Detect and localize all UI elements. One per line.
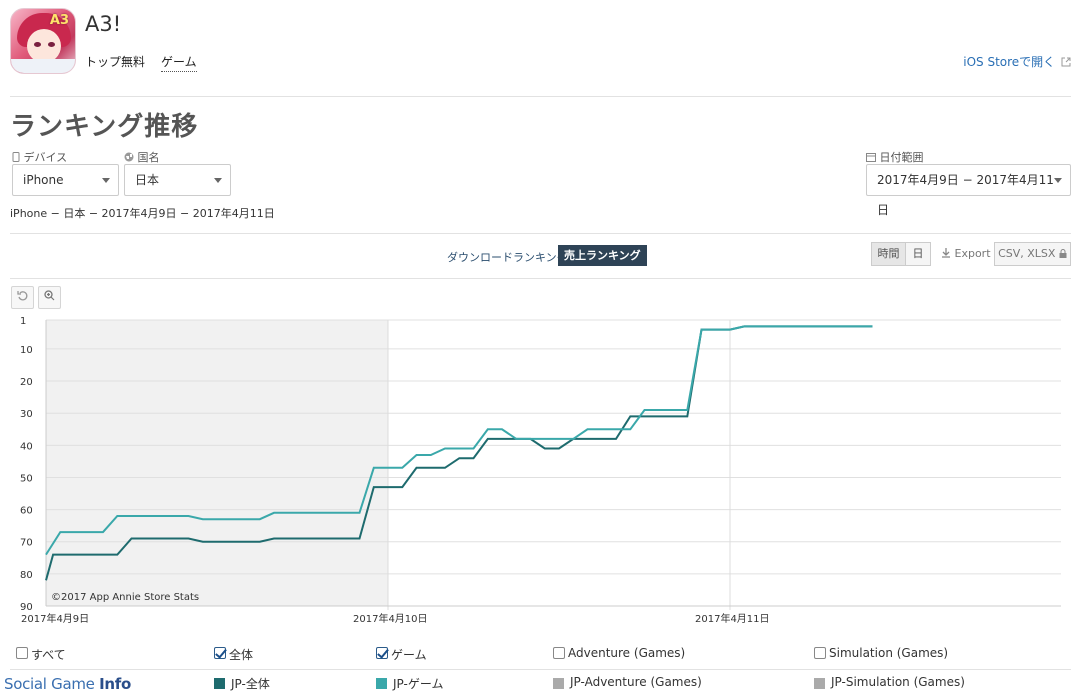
legend-divider bbox=[10, 669, 1071, 670]
legend-label[interactable]: JP-Simulation (Games) bbox=[831, 675, 965, 689]
checkbox-adventure-label: Adventure (Games) bbox=[568, 646, 686, 660]
phone-icon bbox=[12, 152, 20, 162]
checkbox-all-label: すべて bbox=[31, 648, 66, 662]
checkbox-games[interactable] bbox=[376, 647, 388, 659]
y-tick-label: 70 bbox=[20, 538, 33, 549]
x-tick-label: 2017年4月10日 bbox=[353, 612, 428, 625]
watermark-logo: Social Game Info bbox=[4, 675, 131, 693]
download-icon bbox=[942, 248, 950, 258]
y-tick-label: 10 bbox=[20, 345, 33, 356]
date-range-label: 日付範囲 bbox=[866, 149, 924, 165]
checkbox-simulation[interactable] bbox=[814, 647, 826, 659]
reset-zoom-button[interactable] bbox=[11, 286, 34, 309]
app-icon-badge: A3 bbox=[49, 13, 69, 28]
country-label: 国名 bbox=[124, 149, 160, 165]
link-top-free[interactable]: トップ無料 bbox=[85, 55, 146, 69]
external-link-icon bbox=[1061, 57, 1071, 67]
legend-swatch[interactable] bbox=[814, 678, 825, 689]
tab-revenue-ranking[interactable]: 売上ランキング bbox=[558, 245, 647, 266]
device-select-value: iPhone bbox=[23, 173, 64, 187]
link-game-category[interactable]: ゲーム bbox=[161, 53, 197, 72]
ios-store-link-label: iOS Storeで開く bbox=[963, 55, 1056, 69]
y-tick-label: 30 bbox=[20, 409, 33, 420]
chevron-down-icon bbox=[102, 178, 110, 183]
date-range-value: 2017年4月9日 − 2017年4月11日 bbox=[877, 173, 1054, 217]
x-tick-label: 2017年4月9日 bbox=[21, 612, 89, 625]
x-tick-label: 2017年4月11日 bbox=[695, 612, 770, 625]
legend-swatch[interactable] bbox=[214, 678, 225, 689]
y-tick-label: 90 bbox=[20, 602, 33, 613]
reset-icon bbox=[17, 291, 28, 301]
legend-swatch[interactable] bbox=[553, 678, 564, 689]
app-icon: A3 bbox=[10, 8, 76, 74]
csv-xlsx-label: CSV, XLSX bbox=[998, 247, 1056, 260]
legend-swatch[interactable] bbox=[376, 678, 387, 689]
y-tick-label: 80 bbox=[20, 570, 33, 581]
tab-download-ranking[interactable]: ダウンロードランキング bbox=[447, 251, 568, 264]
globe-icon bbox=[124, 152, 134, 162]
y-tick-label: 1 bbox=[20, 316, 26, 327]
lock-icon bbox=[1059, 249, 1067, 258]
legend-label[interactable]: JP-ゲーム bbox=[393, 677, 444, 691]
header-divider bbox=[10, 96, 1071, 97]
zoom-button[interactable] bbox=[38, 286, 61, 309]
series-line-jp-overall bbox=[45, 325, 873, 581]
calendar-icon bbox=[866, 153, 876, 162]
ranking-tabs-bar bbox=[10, 233, 1071, 279]
filter-summary: iPhone − 日本 − 2017年4月9日 − 2017年4月11日 bbox=[10, 207, 275, 220]
date-range-select[interactable]: 2017年4月9日 − 2017年4月11日 bbox=[866, 164, 1071, 217]
day-button[interactable]: 日 bbox=[905, 242, 931, 266]
legend-label[interactable]: JP-全体 bbox=[231, 677, 270, 691]
series-line-jp-games bbox=[45, 325, 873, 556]
checkbox-overall[interactable] bbox=[214, 647, 226, 659]
checkbox-games-label: ゲーム bbox=[391, 648, 427, 662]
export-label: Export bbox=[954, 247, 991, 260]
y-tick-label: 60 bbox=[20, 506, 33, 517]
hour-button[interactable]: 時間 bbox=[871, 242, 906, 266]
checkbox-all[interactable] bbox=[16, 647, 28, 659]
device-select[interactable]: iPhone bbox=[12, 164, 119, 196]
device-label: デバイス bbox=[12, 149, 67, 165]
checkbox-adventure[interactable] bbox=[553, 647, 565, 659]
checkbox-overall-label: 全体 bbox=[229, 648, 254, 662]
csv-xlsx-button[interactable]: CSV, XLSX bbox=[994, 242, 1071, 266]
export-link[interactable]: Export bbox=[941, 247, 991, 260]
zoom-icon bbox=[44, 290, 55, 301]
country-select-value: 日本 bbox=[135, 173, 160, 187]
app-title: A3! bbox=[85, 12, 122, 36]
y-tick-label: 50 bbox=[20, 473, 33, 484]
country-select[interactable]: 日本 bbox=[124, 164, 231, 196]
chevron-down-icon bbox=[214, 178, 222, 183]
legend-label[interactable]: JP-Adventure (Games) bbox=[570, 675, 702, 689]
y-tick-label: 40 bbox=[20, 441, 33, 452]
checkbox-simulation-label: Simulation (Games) bbox=[829, 646, 949, 660]
chart-credit: ©2017 App Annie Store Stats bbox=[51, 592, 200, 603]
shaded-region bbox=[46, 320, 388, 606]
chevron-down-icon bbox=[1054, 178, 1062, 183]
page-title: ランキング推移 bbox=[10, 112, 199, 142]
y-tick-label: 20 bbox=[20, 377, 33, 388]
ios-store-link[interactable]: iOS Storeで開く bbox=[963, 53, 1071, 70]
